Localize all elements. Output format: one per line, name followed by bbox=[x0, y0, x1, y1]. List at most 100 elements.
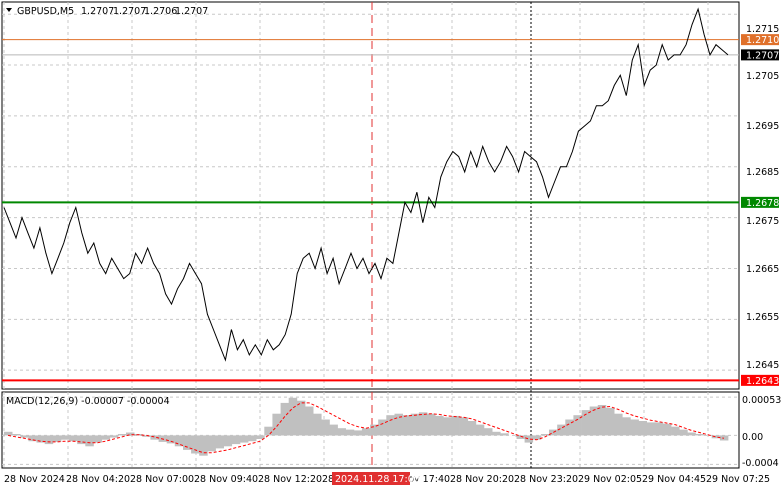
price-tick: 1.2695 bbox=[746, 121, 779, 132]
macd-bar bbox=[174, 435, 184, 447]
level-tags: 1.2710 1.2678 1.2643 bbox=[741, 34, 779, 387]
macd-bar bbox=[191, 435, 200, 454]
macd-histogram bbox=[4, 397, 729, 456]
macd-bar bbox=[614, 413, 623, 436]
macd-bar bbox=[353, 430, 363, 436]
macd-bar bbox=[231, 435, 241, 445]
price-tick: 1.2645 bbox=[746, 360, 779, 371]
macd-bar bbox=[394, 413, 403, 436]
macd-bar bbox=[337, 428, 346, 436]
macd-bar bbox=[77, 435, 86, 445]
highlight-time-label: 2024.11.28 17:00 bbox=[335, 474, 420, 485]
macd-bar bbox=[671, 426, 680, 436]
macd-bar bbox=[305, 406, 314, 436]
macd-bar bbox=[256, 435, 265, 439]
macd-bar bbox=[679, 429, 688, 436]
macd-bar bbox=[630, 419, 639, 436]
macd-bar bbox=[386, 415, 395, 436]
macd-bar bbox=[492, 431, 501, 436]
macd-bar bbox=[207, 435, 216, 452]
level-upper-label: 1.2710 bbox=[746, 35, 779, 46]
open-value: 1.2707 bbox=[81, 6, 114, 17]
macd-bar bbox=[484, 428, 493, 436]
high-value: 1.2707 bbox=[113, 6, 146, 17]
macd-bar bbox=[223, 435, 233, 447]
macd-bar bbox=[622, 417, 631, 436]
macd-bar bbox=[549, 429, 558, 436]
time-tick: 28 Nov 17:40 bbox=[386, 474, 450, 485]
time-tick: 29 Nov 04:45 bbox=[642, 474, 706, 485]
macd-bar bbox=[272, 413, 281, 436]
macd-bar bbox=[427, 413, 436, 436]
macd-bar bbox=[654, 422, 664, 436]
current-price-tag bbox=[741, 49, 779, 61]
macd-bar bbox=[44, 435, 54, 445]
macd-bar bbox=[451, 415, 460, 436]
macd-bar bbox=[719, 435, 729, 441]
macd-bar bbox=[199, 435, 208, 456]
price-axis: 1.2715 1.2705 1.2695 1.2685 1.2675 1.266… bbox=[746, 24, 779, 371]
macd-bar bbox=[606, 407, 615, 436]
highlight-time-tag bbox=[332, 472, 410, 485]
time-tick: 28 Nov 20:20 bbox=[450, 474, 514, 485]
macd-bar bbox=[467, 421, 477, 436]
macd-bar bbox=[361, 428, 371, 436]
macd-bar bbox=[532, 435, 542, 440]
macd-bar bbox=[402, 415, 412, 436]
macd-bar bbox=[313, 413, 322, 436]
time-tick: 28 Nov 23:20 bbox=[514, 474, 578, 485]
macd-bar bbox=[69, 435, 78, 442]
macd-bar bbox=[418, 412, 428, 436]
macd-bar bbox=[329, 424, 338, 436]
current-price-label: 1.2707 bbox=[746, 50, 779, 61]
macd-bar bbox=[557, 424, 566, 436]
macd-bar bbox=[166, 435, 176, 444]
macd-bar bbox=[248, 435, 257, 442]
macd-bar bbox=[36, 435, 45, 443]
macd-bar bbox=[638, 421, 647, 436]
macd-tick: 0.00053 bbox=[742, 395, 781, 406]
price-tick: 1.2715 bbox=[746, 24, 779, 35]
macd-bar bbox=[101, 435, 111, 440]
macd-bar bbox=[443, 417, 452, 436]
macd-bar bbox=[500, 433, 509, 436]
macd-tick: -0.0004 bbox=[742, 458, 779, 469]
price-tick: 1.2685 bbox=[746, 167, 779, 178]
price-tick: 1.2675 bbox=[746, 216, 779, 227]
time-tick: 28 Nov 2024 bbox=[4, 474, 65, 485]
macd-bar bbox=[20, 435, 29, 438]
time-tick: 29 Nov 07:25 bbox=[706, 474, 770, 485]
macd-tick: 0.00 bbox=[742, 432, 763, 443]
macd-bar bbox=[573, 415, 582, 436]
macd-bar bbox=[142, 435, 151, 437]
macd-bar bbox=[524, 435, 534, 443]
price-panel[interactable] bbox=[1, 1, 740, 390]
time-tick: 28 Nov 09:40 bbox=[194, 474, 258, 485]
macd-bar bbox=[109, 435, 119, 438]
time-tick: 28 Nov 07:00 bbox=[130, 474, 194, 485]
chevron-down-icon[interactable] bbox=[6, 8, 12, 12]
price-tick: 1.2655 bbox=[746, 312, 779, 323]
horizontal-levels bbox=[2, 39, 739, 382]
macd-bar bbox=[695, 434, 704, 436]
macd-bar bbox=[150, 435, 159, 440]
macd-bar bbox=[264, 426, 273, 436]
macd-bar bbox=[183, 435, 192, 450]
level-lower-tag bbox=[741, 374, 779, 386]
macd-bar bbox=[126, 432, 135, 436]
macd-bar bbox=[60, 435, 70, 440]
macd-axis: 0.00053 0.00 -0.0004 bbox=[742, 395, 781, 469]
macd-bar bbox=[646, 422, 656, 436]
macd-bar bbox=[565, 419, 574, 436]
macd-bar bbox=[581, 410, 591, 436]
macd-bar bbox=[687, 432, 696, 436]
macd-bar bbox=[378, 419, 387, 436]
macd-bar bbox=[410, 413, 420, 436]
level-mid-tag bbox=[741, 196, 779, 208]
price-tick: 1.2665 bbox=[746, 264, 779, 275]
time-tick: 28 Nov 12:20 bbox=[258, 474, 322, 485]
macd-bar bbox=[296, 400, 306, 436]
low-value: 1.2706 bbox=[144, 6, 177, 17]
level-lower-label: 1.2643 bbox=[746, 376, 779, 387]
